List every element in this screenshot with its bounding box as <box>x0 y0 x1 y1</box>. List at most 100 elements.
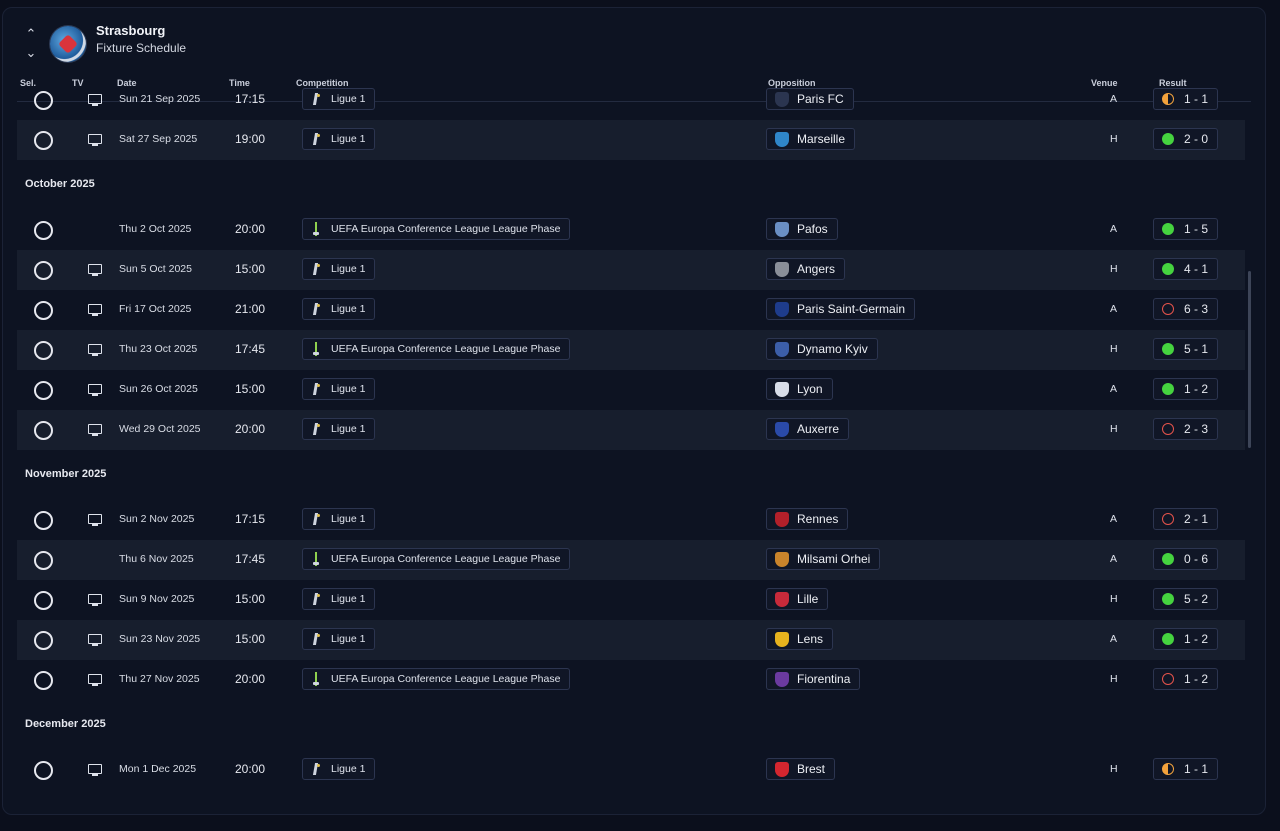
column-header-tv[interactable]: TV <box>72 78 84 88</box>
venue: A <box>1110 513 1118 525</box>
club-badge-icon <box>775 381 789 397</box>
result-chip[interactable]: 5 - 1 <box>1153 338 1219 360</box>
column-header-result[interactable]: Result <box>1159 78 1187 88</box>
select-radio[interactable] <box>34 421 53 440</box>
opposition-name: Auxerre <box>797 422 840 436</box>
column-header-competition[interactable]: Competition <box>296 78 349 88</box>
opposition-chip[interactable]: Brest <box>766 758 836 780</box>
fixture-row[interactable]: Wed 29 Oct 2025 20:00 Ligue 1 Auxerre H 2 - 3 <box>17 410 1245 450</box>
select-radio[interactable] <box>34 591 53 610</box>
select-radio[interactable] <box>34 631 53 650</box>
chevron-up-icon[interactable]: ⌃ <box>25 26 37 41</box>
competition-chip[interactable]: Ligue 1 <box>302 258 376 280</box>
column-header-sel[interactable]: Sel. <box>20 78 37 88</box>
ligue1-logo-icon <box>311 762 321 776</box>
fixture-time: 15:00 <box>235 262 266 276</box>
competition-chip[interactable]: Ligue 1 <box>302 418 376 440</box>
competition-chip[interactable]: Ligue 1 <box>302 88 376 110</box>
opposition-chip[interactable]: Marseille <box>766 128 856 150</box>
fixture-row[interactable]: Thu 23 Oct 2025 17:45 UEFA Europa Conferen… <box>17 330 1245 370</box>
competition-name: Ligue 1 <box>331 93 366 105</box>
select-radio[interactable] <box>34 671 53 690</box>
column-header-opposition[interactable]: Opposition <box>768 78 816 88</box>
select-radio[interactable] <box>34 221 53 240</box>
competition-chip[interactable]: Ligue 1 <box>302 298 376 320</box>
fixture-row[interactable]: Sun 23 Nov 2025 15:00 Ligue 1 Lens A 1 - 2 <box>17 620 1245 660</box>
result-chip[interactable]: 4 - 1 <box>1153 258 1219 280</box>
competition-chip[interactable]: UEFA Europa Conference League League Pha… <box>302 548 571 570</box>
fixture-row[interactable]: Thu 27 Nov 2025 20:00 UEFA Europa Conferen… <box>17 660 1245 700</box>
competition-chip[interactable]: Ligue 1 <box>302 758 376 780</box>
result-win-icon <box>1162 263 1174 275</box>
scrollbar[interactable] <box>1248 271 1251 448</box>
opposition-chip[interactable]: Fiorentina <box>766 668 861 690</box>
select-radio[interactable] <box>34 511 53 530</box>
fixture-row[interactable]: Mon 1 Dec 2025 20:00 Ligue 1 Brest H 1 - 1 <box>17 750 1245 790</box>
result-score: 2 - 3 <box>1184 422 1209 436</box>
result-score: 0 - 6 <box>1184 552 1209 566</box>
result-chip[interactable]: 1 - 2 <box>1153 378 1219 400</box>
select-radio[interactable] <box>34 761 53 780</box>
fixture-row[interactable]: Sun 26 Oct 2025 15:00 Ligue 1 Lyon A 1 - 2 <box>17 370 1245 410</box>
opposition-chip[interactable]: Paris FC <box>766 88 854 110</box>
result-chip[interactable]: 2 - 0 <box>1153 128 1219 150</box>
fixture-row[interactable]: Fri 17 Oct 2025 21:00 Ligue 1 Paris Saint-G… <box>17 290 1245 330</box>
fixture-row[interactable]: Sat 27 Sep 2025 19:00 Ligue 1 Marseille H 2 -… <box>17 120 1245 160</box>
column-header-date[interactable]: Date <box>117 78 137 88</box>
result-chip[interactable]: 2 - 1 <box>1153 508 1219 530</box>
fixture-row[interactable]: Thu 2 Oct 2025 20:00 UEFA Europa Conferenc… <box>17 210 1245 250</box>
result-chip[interactable]: 5 - 2 <box>1153 588 1219 610</box>
select-radio[interactable] <box>34 131 53 150</box>
fixture-row[interactable]: Thu 6 Nov 2025 17:45 UEFA Europa Conferenc… <box>17 540 1245 580</box>
competition-chip[interactable]: Ligue 1 <box>302 508 376 530</box>
result-chip[interactable]: 1 - 1 <box>1153 88 1219 110</box>
fixture-row[interactable]: Sun 2 Nov 2025 17:15 Ligue 1 Rennes A 2 - 1 <box>17 500 1245 540</box>
club-name[interactable]: Strasbourg <box>96 23 166 38</box>
ligue1-logo-icon <box>311 592 321 606</box>
opposition-chip[interactable]: Dynamo Kyiv <box>766 338 878 360</box>
opposition-chip[interactable]: Auxerre <box>766 418 850 440</box>
chevron-down-icon[interactable]: ⌄ <box>25 45 37 60</box>
result-win-icon <box>1162 553 1174 565</box>
competition-chip[interactable]: UEFA Europa Conference League League Pha… <box>302 338 571 360</box>
result-chip[interactable]: 0 - 6 <box>1153 548 1219 570</box>
result-chip[interactable]: 6 - 3 <box>1153 298 1219 320</box>
competition-chip[interactable]: UEFA Europa Conference League League Pha… <box>302 218 571 240</box>
fixture-time: 19:00 <box>235 132 266 146</box>
fixture-row[interactable]: Sun 5 Oct 2025 15:00 Ligue 1 Angers H 4 - 1 <box>17 250 1245 290</box>
select-radio[interactable] <box>34 381 53 400</box>
result-chip[interactable]: 1 - 1 <box>1153 758 1219 780</box>
opposition-chip[interactable]: Lens <box>766 628 834 650</box>
select-radio[interactable] <box>34 551 53 570</box>
opposition-chip[interactable]: Milsami Orhei <box>766 548 881 570</box>
ligue1-logo-icon <box>311 302 321 316</box>
result-win-icon <box>1162 223 1174 235</box>
competition-chip[interactable]: Ligue 1 <box>302 128 376 150</box>
fixture-row[interactable]: Sun 9 Nov 2025 15:00 Ligue 1 Lille H 5 - 2 <box>17 580 1245 620</box>
result-chip[interactable]: 2 - 3 <box>1153 418 1219 440</box>
competition-chip[interactable]: Ligue 1 <box>302 378 376 400</box>
opposition-chip[interactable]: Lyon <box>766 378 833 400</box>
result-chip[interactable]: 1 - 2 <box>1153 668 1219 690</box>
select-radio[interactable] <box>34 301 53 320</box>
column-header-time[interactable]: Time <box>229 78 250 88</box>
opposition-chip[interactable]: Lille <box>766 588 829 610</box>
competition-chip[interactable]: Ligue 1 <box>302 628 376 650</box>
club-badge-icon <box>775 261 789 277</box>
opposition-chip[interactable]: Angers <box>766 258 846 280</box>
result-loss-icon <box>1162 513 1174 525</box>
column-header-venue[interactable]: Venue <box>1091 78 1118 88</box>
month-label: November 2025 <box>25 468 107 480</box>
competition-chip[interactable]: Ligue 1 <box>302 588 376 610</box>
opposition-chip[interactable]: Pafos <box>766 218 838 240</box>
opposition-chip[interactable]: Rennes <box>766 508 849 530</box>
competition-chip[interactable]: UEFA Europa Conference League League Pha… <box>302 668 571 690</box>
result-chip[interactable]: 1 - 5 <box>1153 218 1219 240</box>
venue: A <box>1110 383 1118 395</box>
select-radio[interactable] <box>34 261 53 280</box>
result-chip[interactable]: 1 - 2 <box>1153 628 1219 650</box>
select-radio[interactable] <box>34 341 53 360</box>
select-radio[interactable] <box>34 91 53 110</box>
fixture-row[interactable]: Sun 21 Sep 2025 17:15 Ligue 1 Paris FC A 1 - … <box>17 80 1245 120</box>
opposition-chip[interactable]: Paris Saint-Germain <box>766 298 916 320</box>
